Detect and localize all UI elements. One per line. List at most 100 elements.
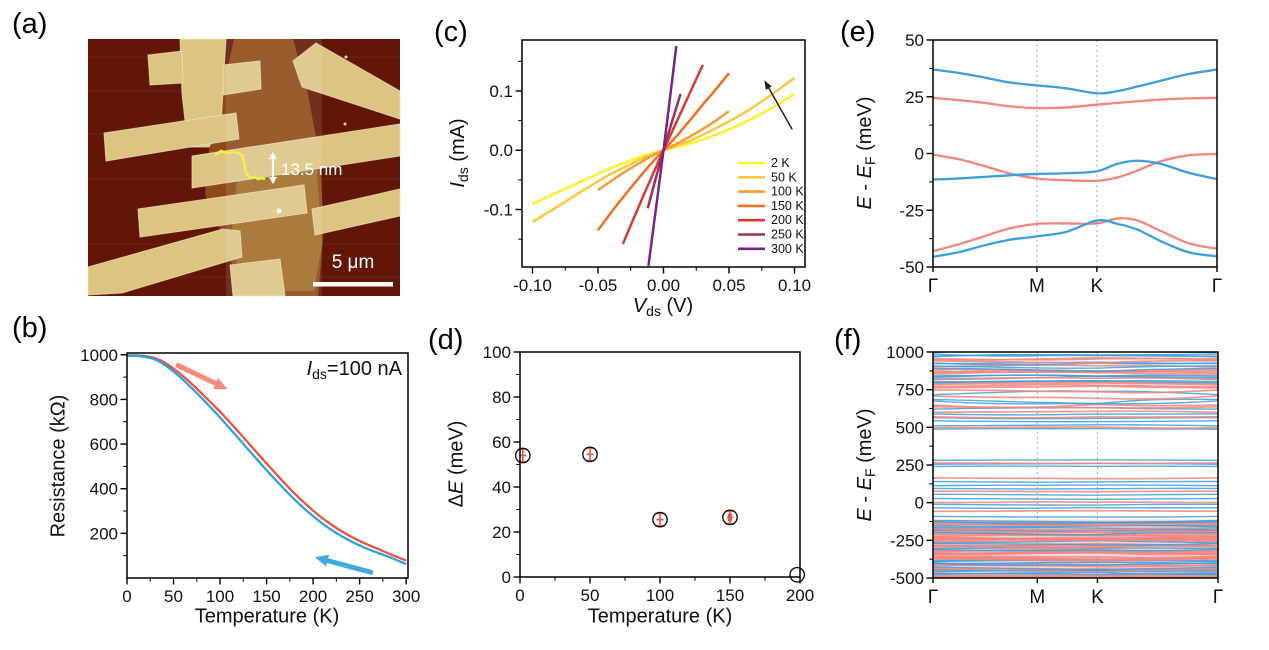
svg-text:0.1: 0.1 bbox=[489, 82, 513, 101]
axes-frame bbox=[932, 39, 1218, 268]
svg-text:100: 100 bbox=[483, 343, 511, 362]
cooling-arrow bbox=[175, 363, 228, 390]
panel-c-series bbox=[531, 45, 796, 266]
panel-b-series bbox=[127, 354, 407, 566]
svg-text:M: M bbox=[1029, 276, 1045, 297]
svg-text:100: 100 bbox=[206, 587, 234, 606]
rt-curve-cooling bbox=[127, 354, 407, 562]
panel-c-x-axis-title: Vds (V) bbox=[632, 295, 694, 319]
svg-text:150: 150 bbox=[252, 587, 280, 606]
afm-electrode bbox=[311, 188, 401, 236]
svg-text:50: 50 bbox=[905, 31, 924, 50]
panel-b-current-annotation: Ids=100 nA bbox=[306, 358, 402, 382]
svg-text:-25: -25 bbox=[899, 201, 924, 220]
warming-arrow bbox=[314, 554, 374, 575]
svg-text:400: 400 bbox=[90, 480, 118, 499]
svg-text:0.00: 0.00 bbox=[647, 276, 680, 295]
svg-text:0: 0 bbox=[515, 586, 524, 605]
svg-text:0.10: 0.10 bbox=[778, 276, 811, 295]
rt-curve-warming bbox=[127, 354, 407, 566]
panel-d-y-axis-title: ΔE (meV) bbox=[445, 420, 468, 508]
band-5 bbox=[933, 219, 1217, 258]
panel-e-series bbox=[933, 68, 1217, 258]
afm-electrode bbox=[147, 50, 184, 86]
svg-text:Γ: Γ bbox=[928, 276, 938, 297]
svg-text:0.0: 0.0 bbox=[489, 141, 513, 160]
afm-electrode bbox=[103, 112, 240, 162]
panel-d-axis-ticks: 0 50 100 150 200 0 20 40 60 80 100 bbox=[483, 343, 815, 605]
legend-label: 50 K bbox=[771, 170, 797, 184]
svg-text:-0.10: -0.10 bbox=[513, 276, 552, 295]
svg-text:800: 800 bbox=[90, 390, 118, 409]
legend-label: 200 K bbox=[771, 213, 804, 227]
panel-b-x-axis-title: Temperature (K) bbox=[194, 605, 340, 628]
band-2 bbox=[933, 152, 1217, 183]
panel-f-label: (f) bbox=[834, 324, 862, 356]
axes-frame bbox=[126, 352, 409, 579]
panel-f-series bbox=[933, 352, 1218, 578]
afm-electrode bbox=[191, 123, 401, 189]
svg-text:Γ: Γ bbox=[1213, 587, 1223, 608]
svg-text:-0.05: -0.05 bbox=[579, 276, 618, 295]
data-point bbox=[722, 509, 738, 526]
scale-bar-label: 5 μm bbox=[331, 252, 375, 273]
afm-electrode bbox=[229, 258, 286, 297]
svg-text:K: K bbox=[1091, 587, 1104, 608]
svg-text:Γ: Γ bbox=[1212, 276, 1222, 297]
svg-text:20: 20 bbox=[492, 523, 511, 542]
svg-text:25: 25 bbox=[905, 88, 924, 107]
panel-c-y-axis-title: Ids (mA) bbox=[447, 118, 471, 188]
svg-text:0: 0 bbox=[122, 587, 131, 606]
svg-text:1000: 1000 bbox=[886, 343, 924, 362]
panel-b-label: (b) bbox=[12, 312, 48, 344]
svg-text:100: 100 bbox=[646, 586, 674, 605]
data-point bbox=[652, 511, 668, 528]
svg-text:-50: -50 bbox=[899, 258, 924, 277]
height-annotation: 13.5 nm bbox=[281, 160, 343, 179]
svg-text:60: 60 bbox=[492, 433, 511, 452]
svg-text:-500: -500 bbox=[890, 569, 924, 588]
afm-electrode bbox=[137, 184, 308, 238]
panel-d-x-axis-title: Temperature (K) bbox=[587, 605, 733, 628]
legend-label: 250 K bbox=[771, 228, 804, 242]
band-3 bbox=[933, 159, 1217, 181]
band-4 bbox=[933, 217, 1217, 253]
svg-text:750: 750 bbox=[896, 381, 924, 400]
svg-text:Γ: Γ bbox=[928, 587, 938, 608]
data-point bbox=[789, 566, 806, 583]
afm-electrode bbox=[222, 60, 262, 96]
svg-text:0: 0 bbox=[915, 145, 924, 164]
panel-b-y-axis-title: Resistance (kΩ) bbox=[47, 394, 70, 538]
svg-text:0: 0 bbox=[502, 568, 511, 587]
svg-text:M: M bbox=[1029, 587, 1045, 608]
svg-text:0: 0 bbox=[915, 494, 924, 513]
panel-c-axis-ticks: -0.10 -0.05 0.00 0.05 0.10 -0.1 0.0 0.1 bbox=[484, 60, 811, 295]
legend-label: 300 K bbox=[771, 242, 804, 256]
panel-e-y-axis-title: E - EF (meV) bbox=[854, 96, 878, 210]
afm-electrode bbox=[292, 42, 401, 120]
svg-text:250: 250 bbox=[896, 456, 924, 475]
svg-text:300: 300 bbox=[392, 587, 420, 606]
svg-text:40: 40 bbox=[492, 478, 511, 497]
panel-b-axis-ticks: 0 50 100 150 200 250 300 200 400 600 800 1000 bbox=[80, 346, 420, 606]
svg-text:150: 150 bbox=[716, 586, 744, 605]
panel-d-chart: 0 50 100 150 200 0 20 40 60 80 100 bbox=[483, 343, 815, 605]
svg-text:600: 600 bbox=[90, 435, 118, 454]
data-point bbox=[514, 447, 531, 464]
panel-d-label: (d) bbox=[428, 324, 464, 356]
panel-e-label: (e) bbox=[840, 16, 876, 48]
temperature-trend-arrow bbox=[764, 80, 793, 130]
svg-text:-0.1: -0.1 bbox=[484, 201, 513, 220]
svg-text:1000: 1000 bbox=[80, 346, 118, 365]
data-point bbox=[582, 446, 598, 463]
svg-text:0.05: 0.05 bbox=[712, 276, 745, 295]
axes-frame bbox=[519, 351, 801, 578]
legend-label: 150 K bbox=[771, 199, 804, 213]
svg-text:500: 500 bbox=[896, 418, 924, 437]
